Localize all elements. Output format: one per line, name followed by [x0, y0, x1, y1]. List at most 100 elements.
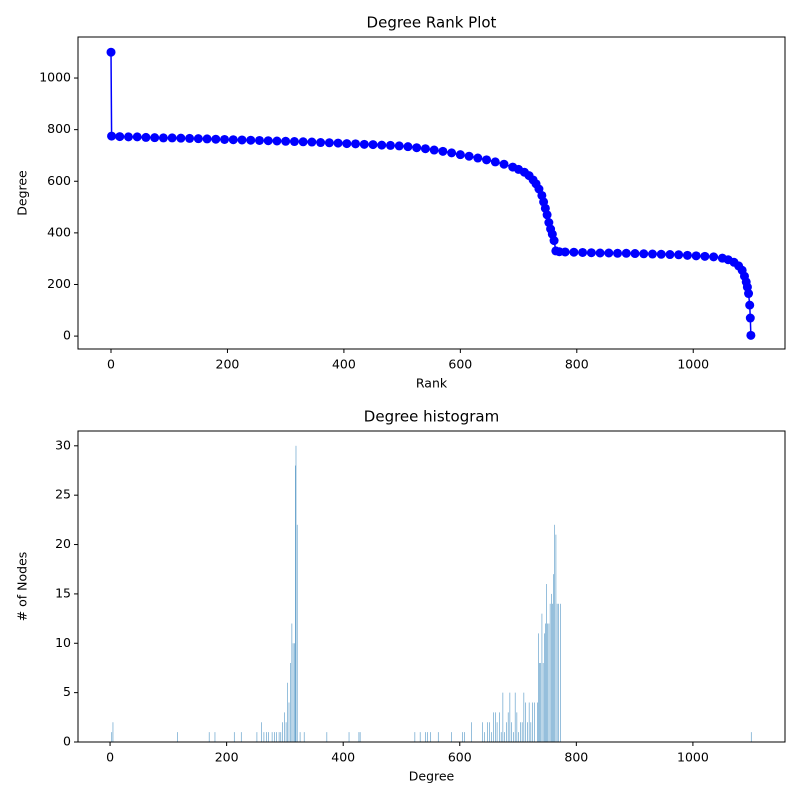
marker: [290, 137, 299, 146]
y-tick-label: 400: [47, 224, 71, 239]
plot-area: [107, 48, 756, 340]
marker: [107, 48, 116, 57]
marker: [745, 301, 754, 310]
x-tick-label: 600: [448, 750, 472, 765]
marker: [203, 134, 212, 143]
marker: [369, 140, 378, 149]
marker: [692, 251, 701, 260]
marker: [176, 134, 185, 143]
marker: [639, 249, 648, 258]
y-tick-label: 30: [55, 437, 71, 452]
marker: [709, 252, 718, 261]
marker: [746, 314, 755, 323]
marker: [648, 250, 657, 259]
marker: [255, 136, 264, 145]
marker: [159, 133, 168, 142]
marker: [141, 133, 150, 142]
marker: [307, 138, 316, 147]
marker: [430, 146, 439, 155]
marker: [438, 147, 447, 156]
y-tick-label: 15: [55, 585, 71, 600]
marker: [316, 138, 325, 147]
marker: [596, 249, 605, 258]
x-axis-label: Rank: [416, 376, 448, 391]
marker: [342, 139, 351, 148]
y-tick-label: 0: [63, 734, 71, 749]
x-tick-label: 1000: [677, 750, 709, 765]
marker: [386, 141, 395, 150]
marker: [403, 142, 412, 151]
marker: [561, 247, 570, 256]
y-tick-label: 10: [55, 635, 71, 650]
marker: [550, 236, 559, 245]
marker: [578, 248, 587, 257]
y-tick-label: 0: [63, 328, 71, 343]
marker: [421, 144, 430, 153]
marker: [569, 248, 578, 257]
marker: [360, 140, 369, 149]
line: [111, 52, 751, 335]
y-tick-label: 800: [47, 121, 71, 136]
x-tick-label: 1000: [677, 357, 709, 372]
marker: [746, 331, 755, 340]
marker: [543, 210, 552, 219]
x-tick-label: 0: [106, 750, 114, 765]
y-tick-label: 5: [63, 684, 71, 699]
axes-frame: [78, 431, 785, 742]
marker: [194, 134, 203, 143]
marker: [665, 250, 674, 259]
marker: [168, 133, 177, 142]
marker: [465, 152, 474, 161]
y-axis-label: # of Nodes: [15, 552, 30, 622]
marker: [272, 137, 281, 146]
marker: [238, 135, 247, 144]
y-tick-label: 200: [47, 276, 71, 291]
marker: [447, 148, 456, 157]
marker: [412, 143, 421, 152]
chart-title: Degree histogram: [364, 408, 499, 426]
axes-frame: [78, 37, 785, 349]
x-tick-label: 400: [331, 750, 355, 765]
marker: [264, 136, 273, 145]
marker: [587, 248, 596, 257]
marker: [133, 132, 142, 141]
marker: [631, 249, 640, 258]
plot-area: [112, 446, 752, 742]
marker: [491, 157, 500, 166]
marker: [334, 139, 343, 148]
marker: [115, 132, 124, 141]
marker: [107, 132, 116, 141]
marker: [150, 133, 159, 142]
marker: [377, 141, 386, 150]
marker: [744, 289, 753, 298]
marker: [299, 137, 308, 146]
x-tick-label: 600: [448, 357, 472, 372]
marker: [482, 155, 491, 164]
x-tick-label: 800: [564, 750, 588, 765]
y-tick-label: 25: [55, 487, 71, 502]
marker: [185, 134, 194, 143]
x-tick-label: 400: [332, 357, 356, 372]
marker: [500, 160, 509, 169]
marker: [604, 249, 613, 258]
marker: [246, 136, 255, 145]
x-tick-label: 200: [215, 750, 239, 765]
marker: [473, 154, 482, 163]
marker: [220, 135, 229, 144]
marker: [395, 141, 404, 150]
marker: [622, 249, 631, 258]
marker: [281, 137, 290, 146]
chart-title: Degree Rank Plot: [367, 14, 497, 32]
marker: [613, 249, 622, 258]
marker: [124, 132, 133, 141]
x-axis-label: Degree: [409, 769, 455, 784]
marker: [456, 150, 465, 159]
marker: [657, 250, 666, 259]
y-tick-label: 20: [55, 536, 71, 551]
marker: [700, 252, 709, 261]
y-tick-label: 1000: [39, 70, 71, 85]
x-tick-label: 800: [565, 357, 589, 372]
y-axis-label: Degree: [15, 170, 30, 216]
marker: [683, 251, 692, 260]
